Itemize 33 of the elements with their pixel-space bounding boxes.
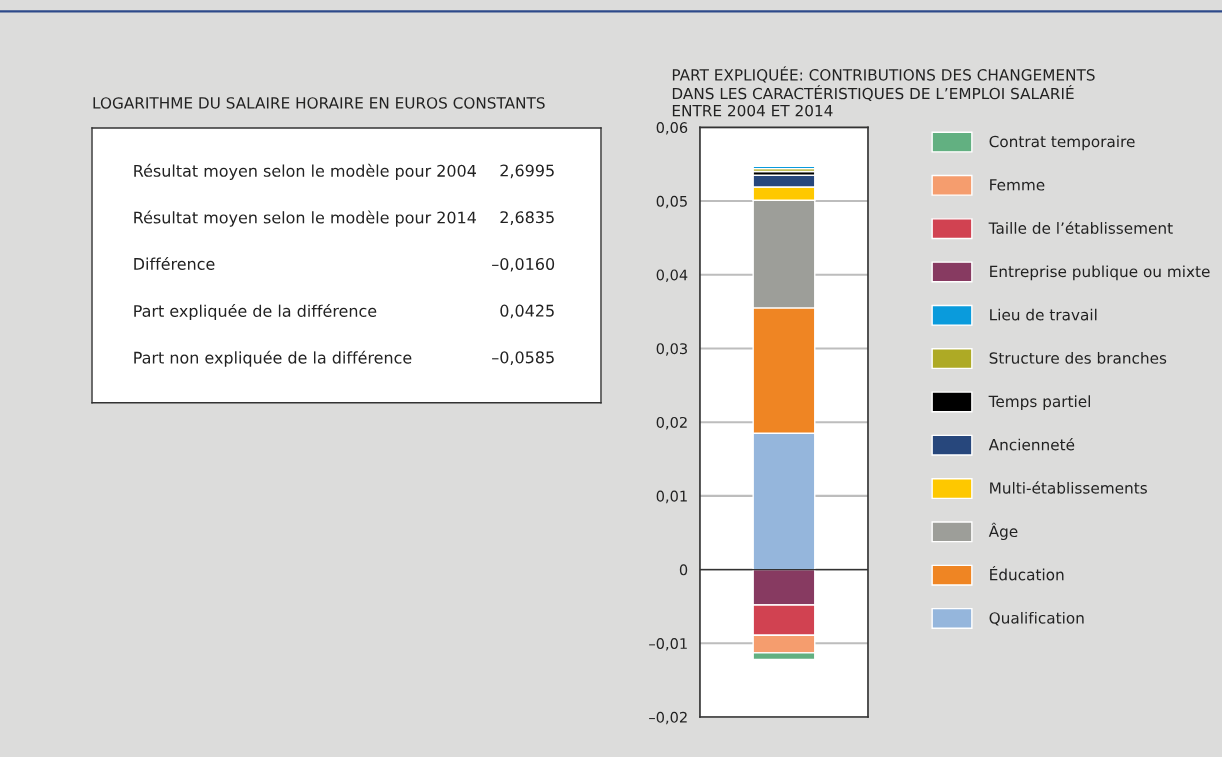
y-tick-label: –0,01 <box>649 638 687 651</box>
y-tick-label: 0,06 <box>656 122 688 135</box>
text: Part expliquée de la différence <box>134 303 377 321</box>
y-tick-label: 0,03 <box>656 343 687 356</box>
legend-label: Femme <box>990 179 1045 191</box>
legend-label: Ancienneté <box>988 438 1075 451</box>
legend-label: Temps partiel <box>988 395 1090 411</box>
text: 2,6835 <box>500 211 554 225</box>
legend-label: Contrat temporaire <box>989 135 1135 151</box>
text: 0,0425 <box>500 304 554 319</box>
y-tick-label: 0,01 <box>656 490 687 504</box>
chart-title: PART EXPLIQUÉE: CONTRIBUTIONS DES CHANGEMENTS DANS LES CARACTÉRISTIQUES DE L’EMPLOI SALARIÉ ENTRE 2004 ET 2014 <box>672 66 1095 117</box>
y-tick-label: –0,02 <box>649 711 687 725</box>
text: LOGARITHME DU SALAIRE HORAIRE EN EUROS CONSTANTS <box>93 97 545 109</box>
y-tick-label: 0,02 <box>656 416 687 430</box>
legend-label: Âge <box>988 522 1018 541</box>
y-tick-label: 0,05 <box>656 195 687 209</box>
legend-label: Éducation <box>990 566 1064 581</box>
legend-label: Qualification <box>989 611 1084 626</box>
y-tick-label: 0 <box>679 564 688 576</box>
text: –0,0160 <box>492 257 555 272</box>
legend-label: Lieu de travail <box>990 308 1097 321</box>
legend-label: Structure des branches <box>989 352 1167 364</box>
text: Résultat moyen selon le modèle pour 2014 <box>134 210 476 227</box>
legend-label: Taille de l’établissement <box>988 221 1173 234</box>
text: Résultat moyen selon le modèle pour 2004 <box>134 163 476 180</box>
y-tick-label: 0,04 <box>656 269 688 282</box>
legend-label: Entreprise publique ou mixte <box>990 265 1210 281</box>
legend-label: Multi-établissements <box>990 481 1147 494</box>
text: 2,6995 <box>500 164 554 179</box>
text: Part non expliquée de la différence <box>134 350 412 367</box>
text: –0,0585 <box>492 351 554 366</box>
text: Différence <box>134 256 215 270</box>
